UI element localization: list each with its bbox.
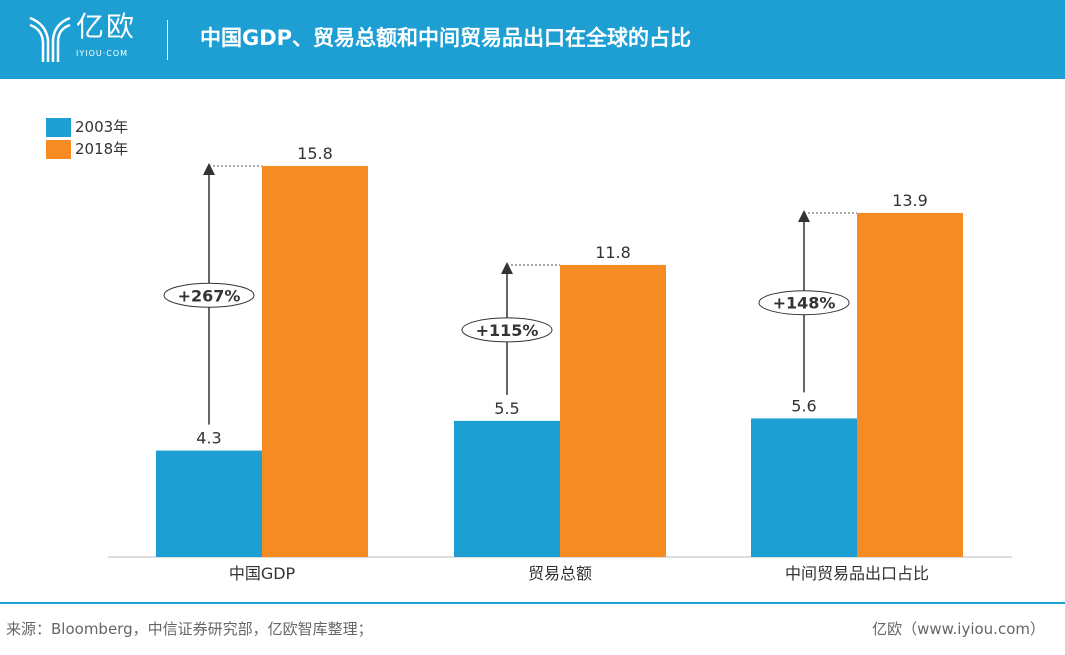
growth-badge <box>758 290 850 316</box>
header-bar: 亿欧 IYIOU·COM 中国GDP、贸易总额和中间贸易品出口在全球的占比 <box>0 0 1065 79</box>
category-label: 中间贸易品出口占比 <box>785 564 929 583</box>
category-label: 贸易总额 <box>528 564 592 583</box>
iyiou-logo-icon <box>29 16 71 62</box>
growth-label: +148% <box>773 294 836 313</box>
data-label: 5.6 <box>791 396 816 415</box>
bar-2018 <box>560 264 666 557</box>
category-label: 中国GDP <box>229 564 296 583</box>
growth-label: +115% <box>476 321 539 340</box>
data-label: 5.5 <box>494 399 519 418</box>
growth-badge <box>461 317 553 343</box>
source-note: 来源：Bloomberg，中信证券研究部，亿欧智库整理； <box>6 620 373 638</box>
growth-label: +267% <box>178 286 241 305</box>
legend-item-2003: 2003年 <box>46 116 128 138</box>
bar-2018 <box>857 212 963 557</box>
data-label: 13.9 <box>892 191 928 210</box>
data-label: 4.3 <box>196 429 221 448</box>
legend-swatch <box>46 139 71 159</box>
legend-item-2018: 2018年 <box>46 138 128 160</box>
data-label: 11.8 <box>595 243 631 262</box>
bar-2003 <box>454 420 560 557</box>
chart-title: 中国GDP、贸易总额和中间贸易品出口在全球的占比 <box>200 26 692 50</box>
data-label: 15.8 <box>297 144 333 163</box>
legend-swatch <box>46 117 71 137</box>
header-divider <box>167 20 168 60</box>
bar-2003 <box>156 450 262 557</box>
growth-badge <box>163 282 255 308</box>
footer-divider <box>0 602 1065 604</box>
logo-subtext: IYIOU·COM <box>76 49 129 58</box>
legend-label: 2018年 <box>75 140 129 158</box>
bar-2018 <box>262 165 368 557</box>
legend-label: 2003年 <box>75 118 129 136</box>
bar-2003 <box>751 418 857 557</box>
bar-chart: 4.3 15.8 +267% 中国GDP 5.5 11.8 +115% 贸易总额 5.6 13.9… <box>108 144 1012 583</box>
logo-text: 亿欧 <box>76 10 137 43</box>
credit-note: 亿欧（www.iyiou.com） <box>872 620 1045 638</box>
legend: 2003年 2018年 <box>46 116 128 160</box>
